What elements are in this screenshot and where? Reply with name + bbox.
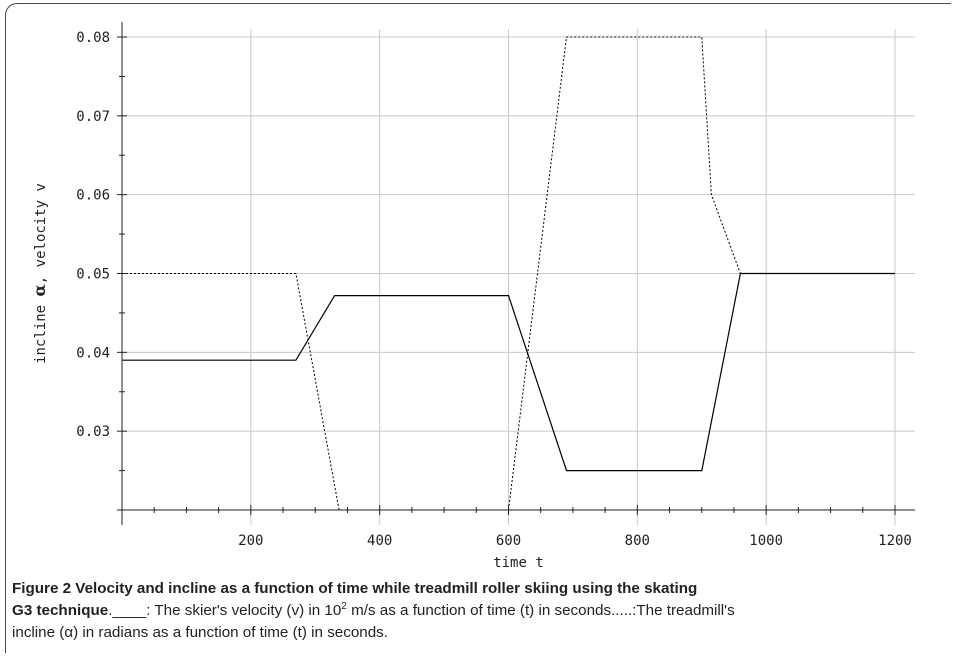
solid-desc-post: m/s as a function of time (t) in seconds… <box>346 602 616 619</box>
grid <box>122 29 915 525</box>
y-axis-title: incline α, velocity v <box>30 183 49 364</box>
y-axis-title-suffix: , velocity v <box>33 183 49 284</box>
solid-legend-marker: .____ <box>108 602 147 619</box>
figure-title-line-2: G3 technique <box>12 602 109 619</box>
caption-line-3: incline (α) in radians as a function of … <box>12 622 948 644</box>
y-axis-title-alpha: α <box>30 284 49 296</box>
x-tick-label: 1000 <box>749 533 783 549</box>
series-layer <box>122 36 895 511</box>
solid-desc-sup: 2 <box>341 600 347 612</box>
x-tick-label: 400 <box>367 533 392 549</box>
caption-line-1: Figure 2 Velocity and incline as a funct… <box>12 578 948 600</box>
x-tick-label: 800 <box>625 533 650 549</box>
velocity-series-line <box>122 272 895 472</box>
dotted-legend-marker: .... <box>615 602 633 619</box>
y-tick-label: 0.08 <box>76 30 110 46</box>
y-tick-label: 0.05 <box>76 267 110 283</box>
y-axis-title-prefix: incline <box>33 297 49 364</box>
x-tick-label: 200 <box>238 533 263 549</box>
y-tick-label: 0.04 <box>76 345 110 361</box>
x-tick-label: 1200 <box>878 533 912 549</box>
ticks: 200 400 600 800 1000 1200 0.03 0.04 0.05 0.06 0.07… <box>76 30 912 549</box>
y-tick-label: 0.06 <box>76 188 110 204</box>
figure-label: Figure 2 <box>12 580 72 597</box>
solid-desc-pre: : The skier's velocity (v) in 10 <box>146 602 342 619</box>
x-axis-title: time t <box>493 555 544 571</box>
figure-title-line-1: Velocity and incline as a function of ti… <box>71 580 698 597</box>
x-tick-label: 600 <box>496 533 521 549</box>
y-tick-label: 0.07 <box>76 109 110 125</box>
line-chart: 200 400 600 800 1000 1200 0.03 0.04 0.05 0.06 0.07… <box>30 22 915 571</box>
figure-frame <box>5 3 951 653</box>
figure-caption: Figure 2 Velocity and incline as a funct… <box>12 578 948 644</box>
y-tick-label: 0.03 <box>76 424 110 440</box>
caption-line-2: G3 technique.____: The skier's velocity … <box>12 600 948 622</box>
incline-series-line <box>122 36 741 511</box>
dotted-desc-line-2: incline (α) in radians as a function of … <box>12 624 388 641</box>
dotted-desc: :The treadmill's <box>632 602 735 619</box>
